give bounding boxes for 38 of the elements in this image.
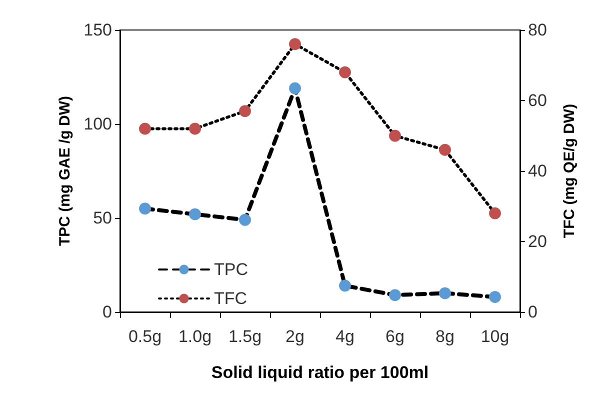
y2-tick-label: 60 bbox=[528, 91, 547, 110]
point bbox=[239, 105, 251, 118]
y2-tick-label: 80 bbox=[528, 20, 547, 40]
x-tick-label: 0.5g bbox=[128, 327, 162, 346]
y-tick-label: 100 bbox=[84, 114, 112, 134]
x-tick-label: 1.5g bbox=[228, 327, 262, 346]
y2-tick-label: 20 bbox=[528, 232, 547, 251]
point bbox=[439, 144, 451, 156]
y2-tick-label: 0 bbox=[528, 302, 538, 322]
legend-label: TFC bbox=[214, 289, 248, 308]
x-tick-label: 2g bbox=[286, 327, 304, 346]
point bbox=[439, 287, 451, 300]
point bbox=[339, 66, 351, 78]
x-tick-label: 4g bbox=[336, 327, 354, 346]
point bbox=[189, 122, 201, 135]
point bbox=[139, 202, 151, 215]
y-tick-label: 0 bbox=[102, 302, 112, 322]
point bbox=[189, 208, 201, 220]
point bbox=[339, 280, 351, 292]
point bbox=[139, 122, 151, 135]
legend-label: TPC bbox=[214, 260, 248, 279]
point bbox=[239, 214, 251, 226]
point bbox=[489, 207, 501, 220]
point bbox=[289, 38, 301, 50]
point bbox=[489, 290, 501, 303]
y-tick-label: 150 bbox=[84, 20, 112, 40]
y2-axis-title: TFC (mg QE/g DW) bbox=[561, 104, 578, 238]
point bbox=[389, 130, 401, 142]
x-tick-label: 10g bbox=[480, 327, 510, 346]
y-tick-label: 50 bbox=[93, 208, 112, 228]
y2-tick-label: 40 bbox=[528, 162, 547, 180]
x-tick-label: 8g bbox=[436, 327, 454, 346]
x-axis-title: Solid liquid ratio per 100ml bbox=[211, 363, 429, 382]
point bbox=[289, 82, 301, 94]
y-axis-title: TPC (mg GAE /g DW) bbox=[56, 96, 74, 246]
point bbox=[389, 289, 401, 302]
x-tick-label: 6g bbox=[386, 327, 404, 346]
x-tick-label: 1.0g bbox=[178, 327, 212, 346]
